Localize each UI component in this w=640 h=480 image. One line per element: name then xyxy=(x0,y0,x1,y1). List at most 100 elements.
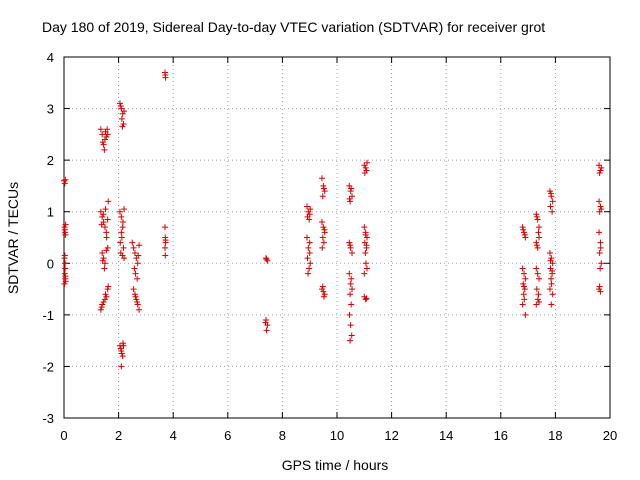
data-point xyxy=(546,188,553,195)
data-point xyxy=(162,224,169,231)
data-point xyxy=(548,280,555,287)
data-point xyxy=(547,257,554,264)
data-point xyxy=(347,280,354,287)
data-point xyxy=(596,170,603,177)
data-point xyxy=(121,108,128,115)
data-point xyxy=(548,275,555,282)
x-tick-label: 18 xyxy=(548,428,562,443)
data-point xyxy=(162,72,169,79)
data-point xyxy=(118,347,125,354)
data-point xyxy=(535,229,542,236)
data-point xyxy=(520,226,527,233)
data-point xyxy=(101,146,108,153)
data-point xyxy=(598,164,605,171)
data-point xyxy=(346,270,353,277)
data-point xyxy=(306,216,313,223)
chart-title: Day 180 of 2019, Sidereal Day-to-day VTE… xyxy=(42,19,545,35)
data-point xyxy=(534,244,541,251)
data-point xyxy=(597,239,604,246)
data-point xyxy=(597,244,604,251)
y-tick-label: 1 xyxy=(47,205,54,220)
data-point xyxy=(306,265,313,272)
data-point xyxy=(129,239,136,246)
data-point xyxy=(363,242,370,249)
data-point xyxy=(320,224,327,231)
data-point xyxy=(263,327,270,334)
data-point xyxy=(62,265,69,272)
data-point xyxy=(347,244,354,251)
data-point xyxy=(598,206,605,213)
data-point xyxy=(119,110,126,117)
data-point xyxy=(117,239,124,246)
data-point xyxy=(120,342,127,349)
data-point xyxy=(62,221,69,228)
data-point xyxy=(134,260,141,267)
data-point xyxy=(347,337,354,344)
data-point xyxy=(304,255,311,262)
data-point xyxy=(61,252,68,259)
data-point xyxy=(546,286,553,293)
data-point xyxy=(132,270,139,277)
data-point xyxy=(101,296,108,303)
data-point xyxy=(548,190,555,197)
data-point xyxy=(347,242,354,249)
data-point xyxy=(346,311,353,318)
data-point xyxy=(136,242,143,249)
data-point xyxy=(347,198,354,205)
data-point xyxy=(103,133,110,140)
x-tick-label: 8 xyxy=(279,428,286,443)
data-point xyxy=(596,229,603,236)
data-point xyxy=(319,234,326,241)
data-point xyxy=(364,159,371,166)
data-point xyxy=(597,167,604,174)
data-point xyxy=(522,311,529,318)
data-point xyxy=(99,301,106,308)
data-point xyxy=(102,128,109,135)
data-point xyxy=(305,244,312,251)
data-point xyxy=(348,275,355,282)
data-point xyxy=(306,239,313,246)
data-point xyxy=(363,167,370,174)
data-point xyxy=(521,286,528,293)
data-point xyxy=(520,280,527,287)
data-point xyxy=(321,226,328,233)
data-point xyxy=(100,211,107,218)
data-point xyxy=(136,306,143,313)
data-point xyxy=(364,234,371,241)
data-point xyxy=(119,123,126,130)
data-point xyxy=(347,291,354,298)
data-point xyxy=(533,286,540,293)
data-point xyxy=(118,363,125,370)
data-point xyxy=(307,206,314,213)
y-tick-label: 4 xyxy=(47,50,54,65)
data-point xyxy=(120,244,127,251)
data-point xyxy=(135,252,142,259)
data-point xyxy=(305,270,312,277)
data-point xyxy=(99,131,106,138)
data-point xyxy=(536,275,543,282)
data-point xyxy=(104,216,111,223)
data-point xyxy=(348,301,355,308)
data-point xyxy=(348,185,355,192)
data-point xyxy=(534,270,541,277)
data-point xyxy=(162,244,169,251)
data-point xyxy=(319,283,326,290)
data-point xyxy=(97,306,104,313)
data-point xyxy=(99,249,106,256)
data-point xyxy=(346,239,353,246)
x-tick-label: 16 xyxy=(494,428,508,443)
data-point xyxy=(119,353,126,360)
data-points xyxy=(61,69,605,370)
data-point xyxy=(105,198,112,205)
data-point xyxy=(536,298,543,305)
data-point xyxy=(533,301,540,308)
x-tick-label: 2 xyxy=(115,428,122,443)
data-point xyxy=(549,208,556,215)
x-tick-label: 14 xyxy=(439,428,453,443)
data-point xyxy=(349,249,356,256)
data-point xyxy=(519,301,526,308)
data-point xyxy=(116,100,123,107)
data-point xyxy=(346,195,353,202)
data-point xyxy=(134,275,141,282)
data-point xyxy=(61,280,68,287)
